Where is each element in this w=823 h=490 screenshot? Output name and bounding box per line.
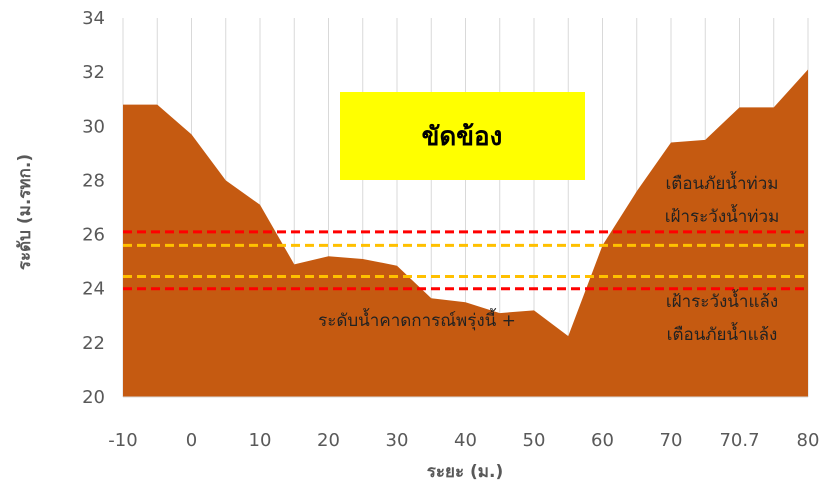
drought-watch-label: เฝ้าระวังน้ำแล้ง: [666, 289, 778, 312]
y-tick-label: 26: [82, 225, 105, 246]
y-tick-label: 22: [82, 333, 105, 354]
y-tick-label: 34: [82, 8, 105, 29]
flood-watch-label: เฝ้าระวังน้ำท่วม: [665, 204, 780, 227]
station-status-label: ขัดข้อง: [422, 122, 503, 152]
x-tick-label: -10: [108, 430, 137, 451]
y-tick-label: 28: [82, 170, 105, 191]
drought-warning-label: เตือนภัยน้ำแล้ง: [667, 322, 778, 345]
flood-warning-label: เตือนภัยน้ำท่วม: [666, 171, 779, 194]
x-tick-label: 10: [249, 430, 272, 451]
y-tick-label: 24: [82, 279, 105, 300]
forecast-level-label: ระดับน้ำคาดการณ์พรุ่งนี้ +: [318, 308, 516, 331]
cross-section-area: [123, 69, 808, 397]
x-tick-label: 40: [454, 430, 477, 451]
x-tick-label: 70.7: [719, 430, 759, 451]
x-tick-label: 20: [317, 430, 340, 451]
x-axis-ticks: -10 0 10 20 30 40 50 60 70 70.7 80: [108, 430, 819, 451]
reference-lines: [123, 230, 808, 291]
y-axis-ticks: 20 22 24 26 28 30 32 34: [82, 8, 105, 408]
x-tick-label: 80: [797, 430, 820, 451]
y-tick-label: 20: [82, 387, 105, 408]
y-axis-title: ระดับ (ม.รทก.): [15, 154, 35, 270]
x-tick-label: 60: [591, 430, 614, 451]
x-tick-label: 50: [523, 430, 546, 451]
y-tick-label: 32: [82, 62, 105, 83]
x-axis-title: ระยะ (ม.): [427, 462, 503, 482]
x-tick-label: 0: [186, 430, 197, 451]
x-tick-label: 70: [660, 430, 683, 451]
y-tick-label: 30: [82, 116, 105, 137]
x-tick-label: 30: [386, 430, 409, 451]
station-status-box: [340, 92, 585, 180]
